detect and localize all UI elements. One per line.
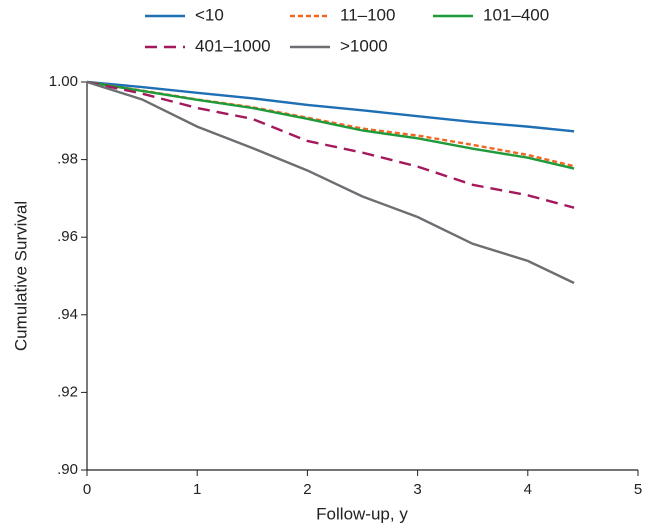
legend-label: 401–1000 — [195, 36, 271, 55]
survival-line — [86, 80, 575, 170]
x-tick-label: 0 — [83, 481, 91, 498]
y-axis-label: Cumulative Survival — [11, 201, 30, 351]
legend-label: 101–400 — [483, 5, 549, 24]
y-tick-label: .98 — [57, 151, 78, 168]
legend-label: >1000 — [340, 36, 388, 55]
x-axis-label: Follow-up, y — [316, 504, 408, 523]
y-tick-label: 1.00 — [49, 73, 78, 90]
y-tick-label: .96 — [57, 228, 78, 245]
y-tick-label: .92 — [57, 383, 78, 400]
x-tick-label: 2 — [303, 481, 311, 498]
y-tick-label: .94 — [57, 306, 78, 323]
x-tick-label: 1 — [193, 481, 201, 498]
legend-label: <10 — [195, 5, 224, 24]
survival-line — [86, 80, 575, 209]
survival-line — [86, 80, 575, 133]
y-tick-label: .90 — [57, 461, 78, 478]
legend-label: 11–100 — [340, 5, 395, 24]
x-tick-label: 5 — [634, 481, 642, 498]
survival-line — [86, 80, 575, 285]
x-tick-label: 4 — [524, 481, 532, 498]
x-tick-label: 3 — [413, 481, 421, 498]
